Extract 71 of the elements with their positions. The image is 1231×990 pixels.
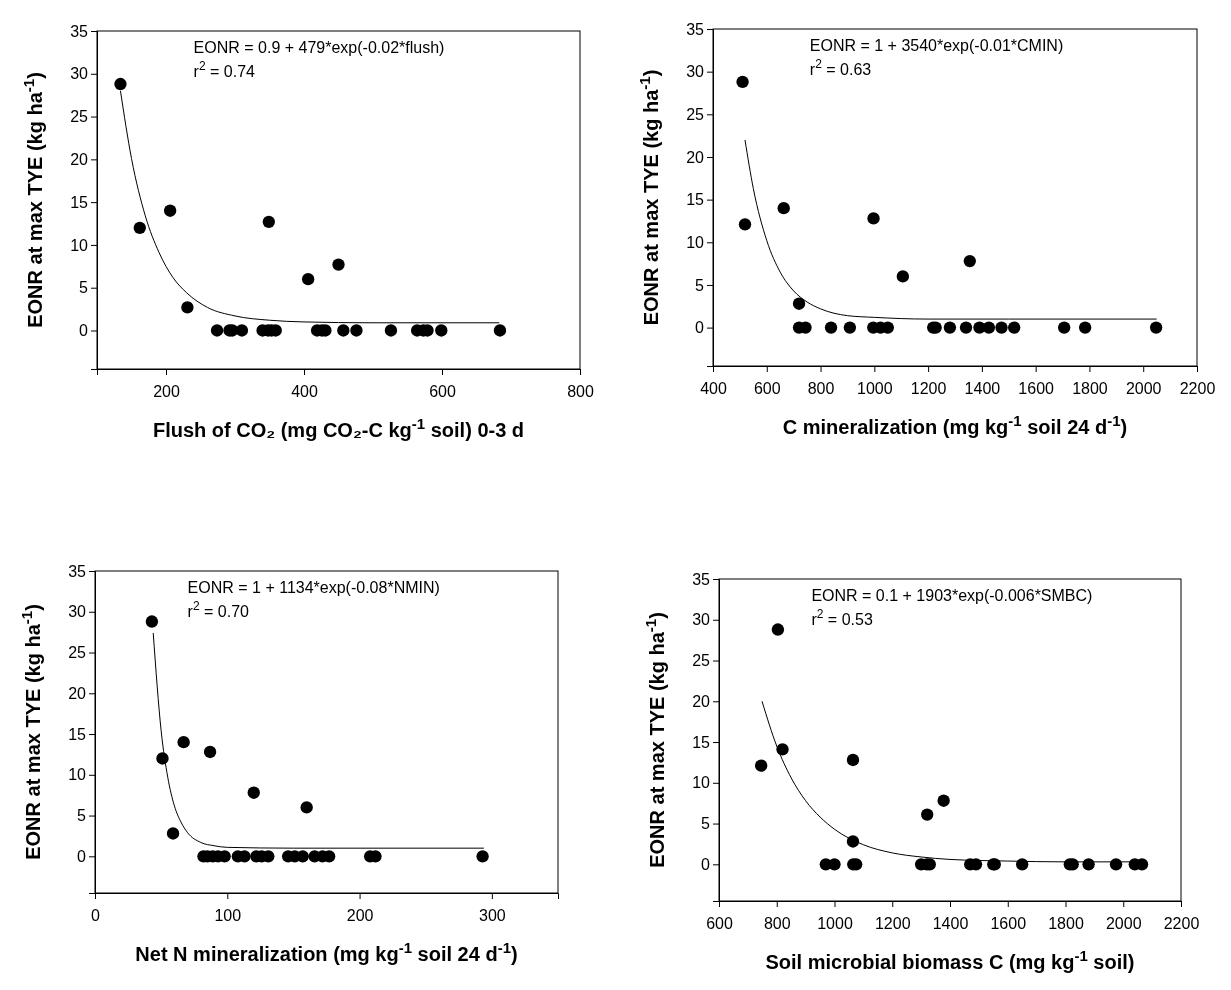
x-tick-label: 200: [153, 383, 180, 401]
y-tick-label: 20: [692, 692, 711, 710]
y-tick-label: 25: [692, 652, 711, 670]
y-tick-label: 15: [692, 733, 711, 751]
x-axis-title: Net N mineralization (mg kg$^{-1}$ soil 24 d$^{-1}$): [135, 938, 518, 965]
x-tick-label: 2000: [1105, 915, 1142, 933]
x-tick-label: 2200: [1163, 915, 1200, 933]
annotation: r$^{2}$ = 0.70: [187, 599, 250, 620]
x-tick-label: 400: [291, 383, 318, 401]
y-tick-label: 20: [68, 684, 87, 702]
annotation: r$^{2}$ = 0.74: [193, 59, 256, 80]
y-tick-label: 25: [68, 644, 87, 662]
y-tick-label: 15: [70, 193, 89, 211]
x-tick-label: 1400: [964, 380, 1001, 398]
annotation: EONR = 0.9 + 479*exp(-0.02*flush): [193, 39, 445, 56]
y-tick-label: 30: [686, 63, 705, 81]
y-tick-label: 25: [70, 108, 89, 126]
x-tick-label: 800: [807, 380, 835, 398]
x-tick-label: 600: [429, 383, 456, 401]
x-tick-label: 800: [567, 383, 594, 401]
y-tick-label: 35: [70, 22, 89, 40]
x-tick-label: 800: [763, 915, 791, 933]
x-tick-label: 600: [706, 915, 733, 933]
y-tick-label: 0: [79, 322, 89, 340]
annotation: EONR = 1 + 3540*exp(-0.01*CMIN): [809, 37, 1064, 54]
y-tick-label: 5: [79, 279, 89, 297]
x-axis-title: Flush of CO₂ (mg CO₂-C kg$^{-1}$ soil) 0-3 d: [152, 414, 525, 441]
x-axis-title: Soil microbial biomass C (mg kg$^{-1}$ soil): [765, 946, 1135, 973]
y-tick-label: 5: [695, 276, 705, 294]
x-tick-label: 2200: [1179, 380, 1216, 398]
x-tick-label: 1400: [932, 915, 969, 933]
y-tick-label: 25: [686, 105, 705, 123]
y-tick-label: 30: [70, 65, 89, 83]
x-tick-label: 0: [91, 907, 101, 925]
x-tick-label: 600: [753, 380, 781, 398]
y-tick-label: 0: [695, 319, 705, 337]
y-tick-label: 20: [686, 148, 705, 166]
x-tick-label: 1000: [857, 380, 893, 398]
annotation: EONR = 1 + 1134*exp(-0.08*NMIN): [187, 579, 440, 596]
x-tick-label: 1000: [817, 915, 853, 933]
x-tick-label: 1800: [1072, 380, 1108, 398]
x-tick-label: 1200: [910, 380, 947, 398]
annotation: r$^{2}$ = 0.53: [811, 607, 873, 628]
y-tick-label: 30: [68, 603, 87, 621]
x-tick-label: 100: [214, 907, 242, 925]
y-tick-label: 15: [686, 191, 705, 209]
x-tick-label: 300: [479, 907, 506, 925]
x-tick-label: 1600: [990, 915, 1027, 933]
y-tick-label: 15: [68, 725, 87, 743]
x-axis-title: C mineralization (mg kg$^{-1}$ soil 24 d$^{-1}$): [782, 411, 1128, 438]
annotation: EONR = 0.1 + 1903*exp(-0.006*SMBC): [811, 587, 1093, 604]
y-tick-label: 10: [692, 774, 711, 792]
x-tick-label: 400: [700, 380, 727, 398]
annotation: r$^{2}$ = 0.63: [809, 57, 872, 78]
y-tick-label: 20: [70, 150, 89, 168]
x-tick-label: 1800: [1048, 915, 1084, 933]
y-tick-label: 10: [686, 233, 705, 251]
y-tick-label: 0: [701, 855, 711, 873]
y-tick-label: 10: [70, 236, 89, 254]
x-tick-label: 1200: [874, 915, 911, 933]
y-tick-label: 35: [692, 570, 711, 588]
y-tick-label: 35: [686, 20, 705, 38]
y-tick-label: 10: [68, 766, 87, 784]
x-tick-label: 200: [346, 907, 374, 925]
y-tick-label: 5: [701, 815, 711, 833]
y-tick-label: 0: [77, 847, 87, 865]
x-tick-label: 2000: [1125, 380, 1162, 398]
y-tick-label: 30: [692, 611, 711, 629]
x-tick-label: 1600: [1018, 380, 1055, 398]
y-tick-label: 5: [77, 807, 87, 825]
y-tick-label: 35: [68, 562, 87, 580]
